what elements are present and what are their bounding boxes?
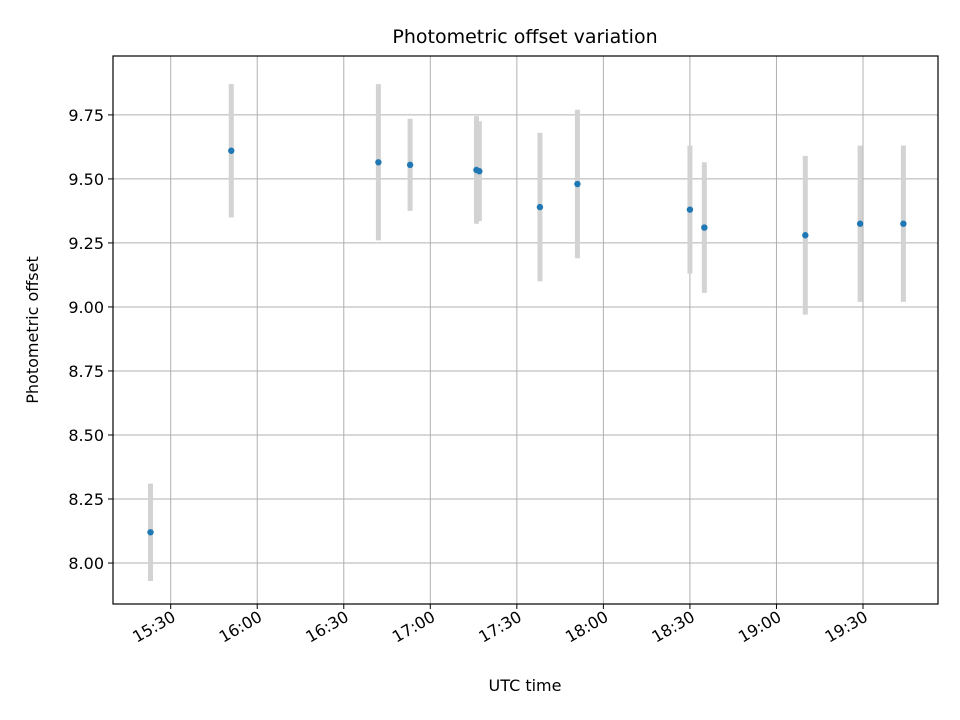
x-tick-label: 19:00 — [735, 607, 784, 647]
y-tick-label: 8.00 — [68, 554, 104, 573]
data-point — [856, 220, 864, 227]
data-point — [802, 232, 809, 239]
data-point — [686, 206, 694, 213]
x-tick-label: 16:00 — [216, 607, 265, 647]
x-tick-label: 19:30 — [822, 607, 871, 647]
chart-title: Photometric offset variation — [392, 26, 657, 48]
data-point — [701, 224, 708, 231]
plot-frame — [112, 55, 939, 605]
y-tick-label: 9.75 — [68, 106, 104, 125]
y-tick-label: 9.25 — [68, 234, 104, 253]
axis-ticks: 15:30 16:00 16:30 17:00 17:30 18:00 18:30 19:00… — [68, 106, 871, 647]
data-point — [900, 220, 907, 227]
x-tick-label: 17:00 — [389, 607, 438, 647]
data-point — [375, 159, 382, 166]
x-tick-label: 18:30 — [648, 607, 697, 647]
data-points — [147, 147, 907, 536]
x-tick-label: 15:30 — [129, 607, 178, 647]
error-bars — [148, 84, 906, 581]
y-tick-label: 9.50 — [68, 170, 104, 189]
data-point — [476, 168, 483, 175]
y-axis-title: Photometric offset — [23, 256, 42, 404]
data-point — [536, 203, 544, 211]
y-tick-label: 8.25 — [68, 490, 104, 509]
grid — [113, 56, 938, 604]
data-point — [228, 147, 235, 154]
data-point — [147, 529, 154, 536]
y-tick-label: 8.50 — [68, 426, 104, 445]
x-tick-label: 16:30 — [302, 607, 351, 647]
y-tick-label: 8.75 — [68, 362, 104, 381]
y-tick-label: 9.00 — [68, 298, 104, 317]
data-point — [574, 180, 581, 188]
x-tick-label: 17:30 — [475, 607, 524, 647]
x-tick-label: 18:00 — [562, 607, 611, 647]
data-point — [406, 161, 414, 169]
x-axis-title: UTC time — [489, 676, 562, 695]
